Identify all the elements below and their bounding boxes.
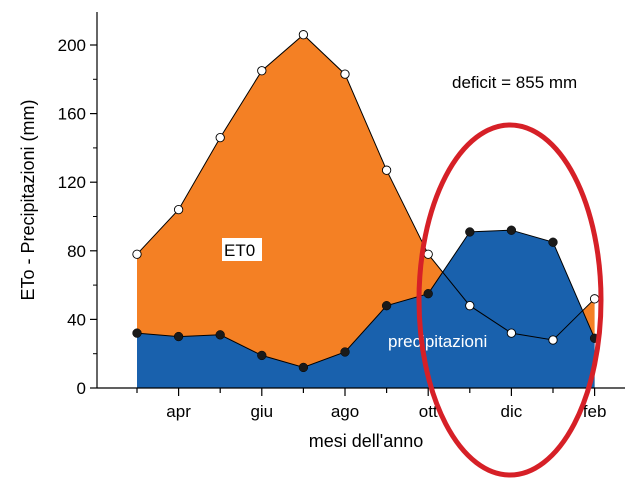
et0-point <box>548 335 558 345</box>
x-tick-label: giu <box>250 402 273 421</box>
et0-label: ET0 <box>224 241 255 260</box>
et0-point <box>589 294 600 304</box>
x-axis-ticks: apr giu ago ott dic feb <box>136 388 607 421</box>
highlight-ellipse <box>416 122 604 478</box>
precipitation-point <box>465 227 475 237</box>
y-tick-label: 160 <box>58 105 86 124</box>
et0-point <box>506 328 517 338</box>
x-tick-label: ago <box>331 402 359 421</box>
x-tick-label: ott <box>419 402 438 421</box>
et0-line <box>136 34 595 341</box>
x-tick-label: apr <box>166 402 191 421</box>
y-tick-label: 80 <box>67 242 86 261</box>
et0-point <box>215 132 225 143</box>
precipitation-area <box>137 230 595 388</box>
et0-label-box <box>222 238 262 261</box>
precipitation-point <box>215 330 225 340</box>
y-tick-label: 0 <box>77 379 86 398</box>
precipitation-point <box>298 362 309 373</box>
precipitation-label: precipitazioni <box>388 332 487 351</box>
et0-point <box>132 249 142 259</box>
et0-point <box>298 30 309 40</box>
y-axis-title: ETo - Precipitazioni (mm) <box>18 99 38 300</box>
et0-point <box>173 204 184 215</box>
x-tick-label: feb <box>583 402 607 421</box>
et0-area <box>137 34 595 388</box>
deficit-annotation: deficit = 855 mm <box>452 73 577 92</box>
precipitation-point <box>423 289 433 299</box>
y-tick-label: 40 <box>67 310 86 329</box>
et0-point <box>257 66 267 76</box>
precipitation-point <box>173 331 184 342</box>
y-axis-ticks: 0 40 80 120 160 200 <box>58 36 97 398</box>
et0-point <box>340 69 350 79</box>
y-tick-label: 200 <box>58 36 86 55</box>
x-tick-label: dic <box>501 402 523 421</box>
precipitation-point <box>132 328 142 338</box>
et0-point <box>423 249 433 259</box>
et0-point <box>465 301 475 311</box>
x-axis-title: mesi dell'anno <box>309 431 424 451</box>
precipitation-point <box>340 347 350 357</box>
y-tick-label: 120 <box>58 173 86 192</box>
precipitation-point <box>257 350 267 361</box>
precipitation-line <box>136 229 596 368</box>
precipitation-point <box>548 237 558 247</box>
et0-point <box>381 165 392 175</box>
precipitation-point <box>506 225 517 235</box>
precipitation-point <box>381 301 392 311</box>
